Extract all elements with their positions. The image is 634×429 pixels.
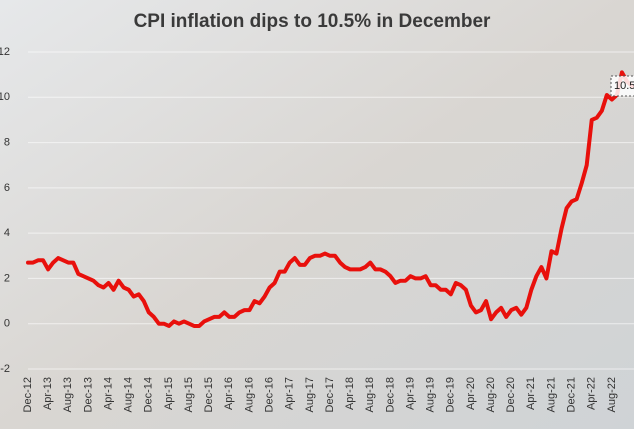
x-tick-label: Dec-16 [264,377,276,412]
chart-title: CPI inflation dips to 10.5% in December [134,11,491,32]
x-tick-label: Apr-15 [163,377,175,410]
x-tick-label: Aug-14 [123,377,135,412]
x-tick-label: Apr-18 [344,377,356,410]
x-tick-label: Dec-17 [324,377,336,412]
x-tick-label: Aug-18 [364,377,376,412]
x-tick-label: Aug-15 [183,377,195,412]
x-tick-label: Aug-16 [243,377,255,412]
x-tick-label: Apr-14 [102,377,114,410]
x-tick-label: Aug-13 [62,377,74,412]
annotation: 10.5 [614,80,634,92]
x-tick-label: Dec-15 [203,377,215,412]
y-tick-label: 8 [4,136,10,148]
x-tick-label: Dec-12 [22,377,34,412]
y-tick-label: 10 [0,91,10,103]
x-tick-label: Dec-19 [445,377,457,412]
annotation-box [610,75,634,97]
x-tick-label: Dec-18 [384,377,396,412]
x-tick-label: Apr-20 [465,377,477,410]
line [26,70,634,328]
y-tick-label: -2 [0,363,10,375]
y-tick-label: 0 [4,318,10,330]
x-tick-label: Apr-21 [525,377,537,410]
x-tick-label: Apr-17 [284,377,296,410]
x-tick-label: Aug-20 [485,377,497,412]
x-tick-label: Dec-21 [566,377,578,412]
x-tick-label: Dec-14 [143,377,155,412]
y-tick-label: 2 [4,272,10,284]
y-tick-label: 6 [4,182,10,194]
y-tick-label: 4 [4,227,10,239]
x-tick-label: Dec-20 [505,377,517,412]
x-tick-label: Apr-13 [42,377,54,410]
x-tick-label: Aug-19 [425,377,437,412]
x-tick-label: Aug-21 [545,377,557,412]
x-tick-label: Apr-16 [223,377,235,410]
x-tick-label: Aug-22 [606,377,618,412]
x-tick-label: Apr-19 [404,377,416,410]
x-tick-label: Dec-13 [82,377,94,412]
x-tick-label: Apr-22 [586,377,598,410]
x-tick-label: Aug-17 [304,377,316,412]
y-tick-label: 12 [0,46,10,58]
